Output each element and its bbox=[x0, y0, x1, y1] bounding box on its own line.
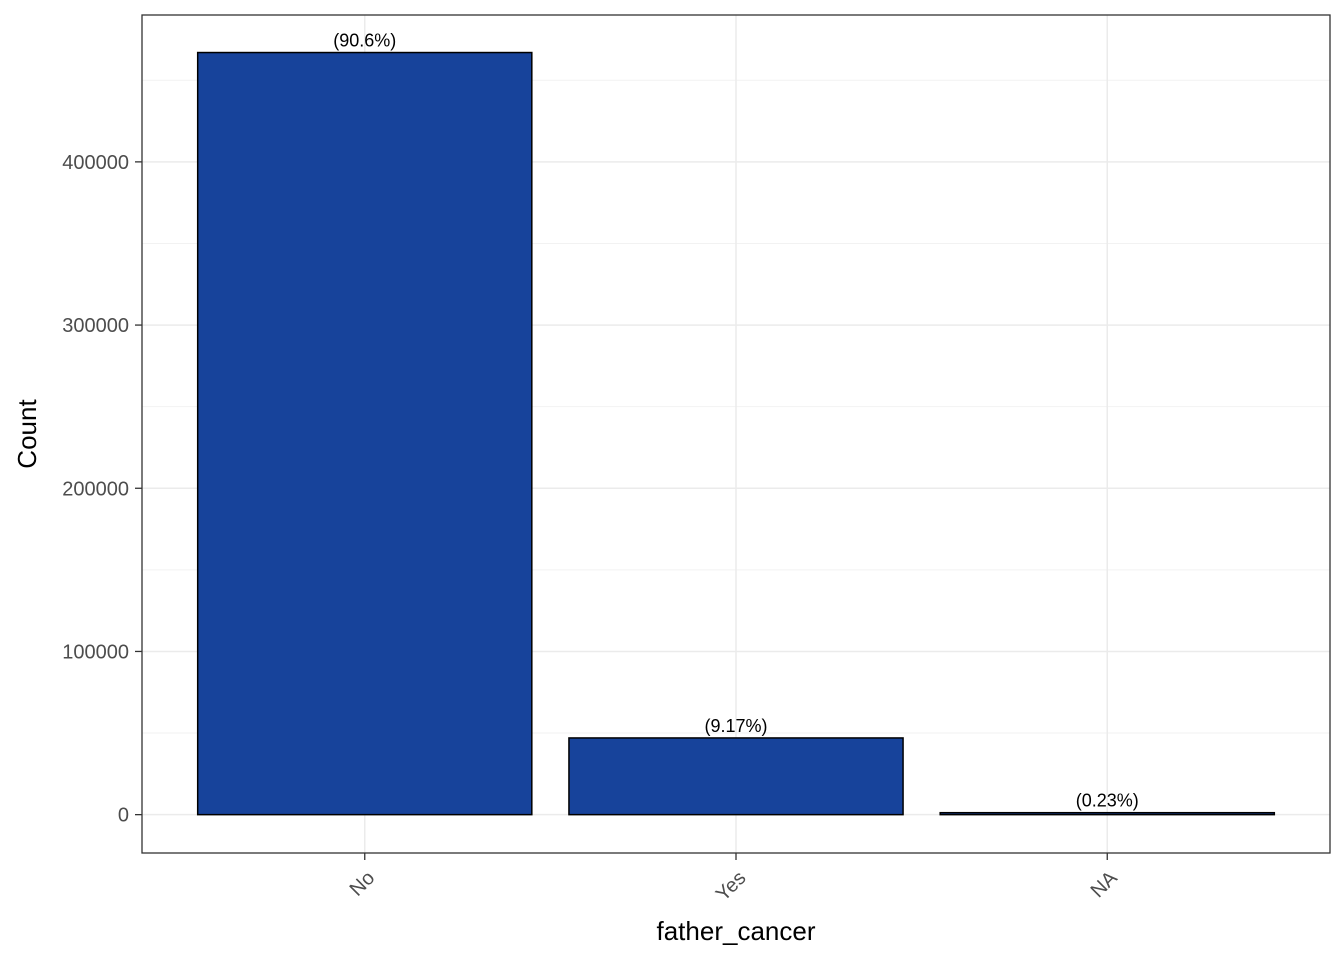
y-tick-label: 300000 bbox=[62, 315, 129, 337]
y-tick-label: 200000 bbox=[62, 478, 129, 500]
bar-value-label: (0.23%) bbox=[1076, 791, 1139, 811]
bar-value-label: (90.6%) bbox=[333, 31, 396, 51]
y-tick-label: 100000 bbox=[62, 641, 129, 663]
bar-value-label: (9.17%) bbox=[704, 716, 767, 736]
bar-na bbox=[939, 811, 1276, 816]
y-axis-title: Count bbox=[12, 399, 42, 469]
y-tick-label: 0 bbox=[118, 805, 129, 827]
x-axis-title: father_cancer bbox=[657, 916, 816, 946]
y-tick-label: 400000 bbox=[62, 152, 129, 174]
bar-no bbox=[196, 51, 533, 816]
bar-yes bbox=[568, 737, 904, 816]
